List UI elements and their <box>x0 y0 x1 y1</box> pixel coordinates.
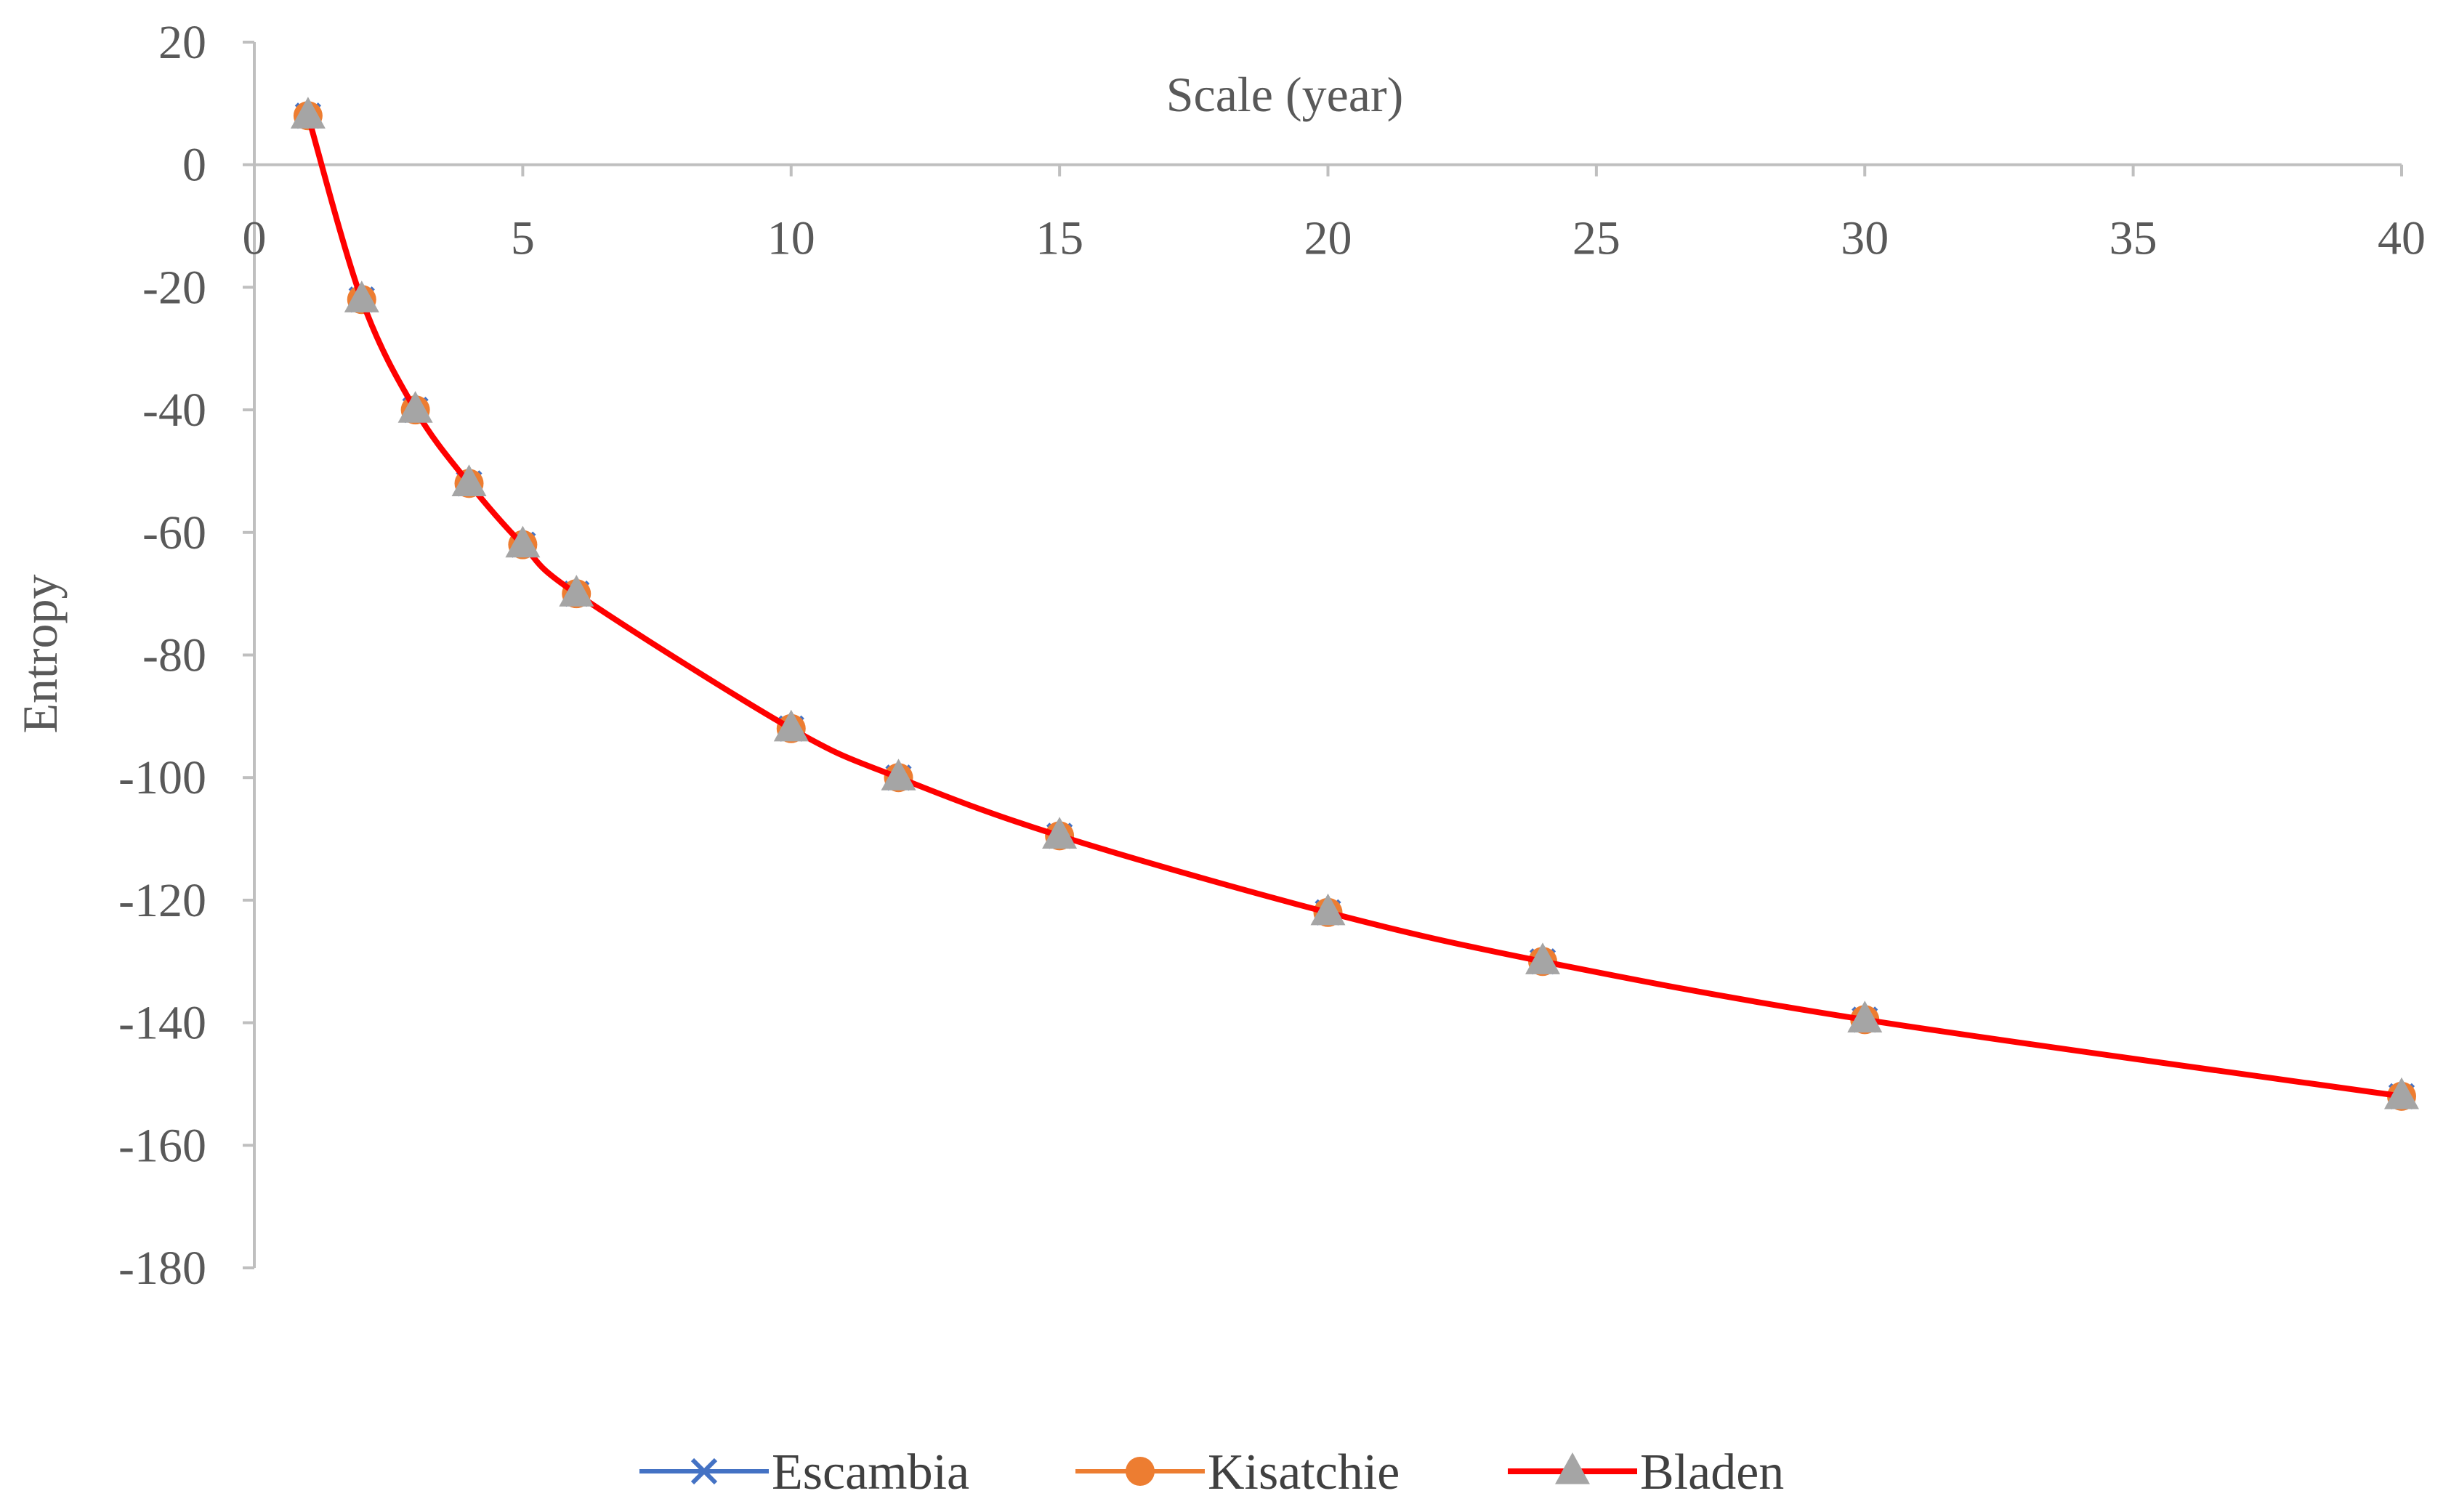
x-tick-label: 5 <box>511 212 535 265</box>
data-point-bladen <box>1847 1000 1883 1032</box>
y-tick-label: -160 <box>118 1119 206 1172</box>
legend-item-bladen: Bladen <box>1508 1444 1784 1500</box>
series-line-bladen <box>305 115 2402 1099</box>
data-point-bladen <box>451 464 487 496</box>
y-tick-label: -120 <box>118 874 206 927</box>
legend-marker <box>1126 1457 1155 1486</box>
x-tick-label: 0 <box>243 212 267 265</box>
data-point-bladen <box>1525 942 1560 974</box>
y-axis: 20 0 -20 -40 -60 -80 -100 -120 -140 -160 -180 <box>118 16 256 1295</box>
legend: Escambia Kisatchie Bladen <box>639 1444 1784 1500</box>
x-axis: 0 5 10 15 20 25 30 35 40 <box>243 163 2426 265</box>
data-point-bladen <box>2384 1077 2419 1109</box>
y-tick-label: -80 <box>142 629 206 682</box>
data-point-bladen <box>397 391 433 423</box>
data-point-bladen <box>881 759 916 791</box>
data-point-bladen <box>505 525 541 558</box>
series-kisatchie <box>293 101 2416 1111</box>
data-point-bladen <box>773 709 809 742</box>
y-tick-label: -40 <box>142 384 206 437</box>
legend-label: Escambia <box>772 1444 969 1500</box>
x-tick-label: 40 <box>2378 212 2426 265</box>
legend-marker <box>1555 1452 1590 1484</box>
series-line-kisatchie <box>306 115 2402 1099</box>
legend-label: Kisatchie <box>1208 1444 1400 1500</box>
data-point-bladen <box>1310 893 1346 926</box>
x-axis-title: Scale (year) <box>1166 67 1404 122</box>
data-point-bladen <box>559 575 594 607</box>
series-bladen <box>290 97 2419 1109</box>
x-tick-label: 20 <box>1304 212 1352 265</box>
y-tick-label: 0 <box>182 139 206 192</box>
x-tick-label: 25 <box>1572 212 1620 265</box>
y-tick-label: -20 <box>142 261 206 314</box>
legend-marker <box>690 1458 718 1485</box>
data-point-bladen <box>1042 817 1078 849</box>
series-line-escambia <box>306 115 2402 1099</box>
x-tick-label: 30 <box>1841 212 1889 265</box>
y-tick-label: -100 <box>118 751 206 804</box>
y-tick-label: 20 <box>158 16 206 69</box>
data-point-bladen <box>344 280 379 312</box>
y-tick-label: -140 <box>118 997 206 1050</box>
y-tick-label: -180 <box>118 1242 206 1295</box>
series-layer <box>290 97 2419 1111</box>
legend-item-escambia: Escambia <box>639 1444 969 1500</box>
x-tick-label: 35 <box>2109 212 2157 265</box>
y-axis-title: Entropy <box>12 574 68 733</box>
x-tick-label: 10 <box>767 212 815 265</box>
series-escambia <box>294 102 2415 1109</box>
data-point-bladen <box>290 97 326 129</box>
y-tick-label: -60 <box>142 506 206 559</box>
x-tick-label: 15 <box>1035 212 1083 265</box>
legend-item-kisatchie: Kisatchie <box>1075 1444 1400 1500</box>
legend-label: Bladen <box>1640 1444 1784 1500</box>
